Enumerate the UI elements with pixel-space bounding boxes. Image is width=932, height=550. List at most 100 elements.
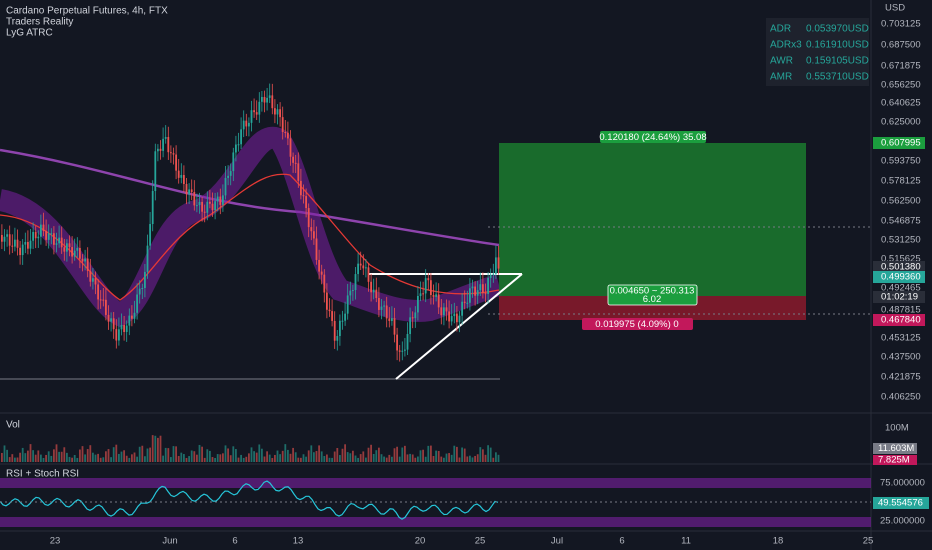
candle-body <box>47 233 50 240</box>
volume-bar <box>201 446 203 462</box>
triangle-bottom <box>395 273 523 380</box>
volume-bar <box>435 450 437 462</box>
time-label: 11 <box>681 536 691 547</box>
volume-bar <box>245 456 248 462</box>
volume-bar <box>60 451 63 462</box>
volume-bar <box>404 445 406 462</box>
volume-bar <box>227 448 229 462</box>
candle-body <box>359 263 362 266</box>
candle-body <box>68 243 71 248</box>
candle-body <box>339 320 341 336</box>
candle-body <box>271 95 274 109</box>
volume-bar <box>206 449 209 462</box>
volume-bar <box>469 455 471 462</box>
volume-bar <box>198 444 201 462</box>
candle-body <box>180 175 183 178</box>
volume-bar <box>349 453 352 462</box>
candle-body <box>6 234 8 237</box>
volume-bar <box>167 448 170 462</box>
candle-body <box>27 242 29 249</box>
candle-body <box>123 325 125 332</box>
candle-body <box>302 195 305 197</box>
volume-bar <box>196 454 198 462</box>
volume-bar <box>385 457 388 462</box>
volume-bar <box>240 454 242 462</box>
volume-bar <box>268 454 271 462</box>
candle-body <box>466 302 469 304</box>
volume-bar <box>128 457 131 462</box>
candle-body <box>227 175 229 178</box>
volume-bar <box>102 457 105 462</box>
info-value: 0.161910USD <box>806 40 869 51</box>
volume-bar <box>393 448 396 462</box>
candle-body <box>40 224 42 237</box>
candle-body <box>323 274 326 293</box>
volume-bar <box>50 455 53 462</box>
candle-body <box>331 311 333 321</box>
volume-bar <box>414 457 417 462</box>
volume-bar <box>164 447 167 462</box>
candle-body <box>313 231 315 239</box>
volume-bar <box>177 456 180 462</box>
volume-bar <box>162 455 164 462</box>
volume-bar <box>118 453 120 462</box>
candle-body <box>216 196 219 202</box>
volume-bar <box>81 446 84 462</box>
candle-body <box>107 314 110 322</box>
volume-bar <box>237 457 240 462</box>
candle-body <box>185 184 188 195</box>
candle-body <box>456 313 458 323</box>
candle-body <box>53 233 55 245</box>
volume-bar <box>53 449 55 462</box>
candle-body <box>162 138 164 151</box>
candle-body <box>115 329 118 341</box>
candle-body <box>102 299 105 301</box>
volume-bar <box>328 457 331 462</box>
candle-body <box>63 247 66 252</box>
volume-bar <box>55 444 58 462</box>
time-label: 20 <box>415 536 426 547</box>
volume-bar <box>45 454 47 462</box>
candle-body <box>469 288 471 303</box>
candle-body <box>37 236 40 239</box>
candle-body <box>175 154 177 171</box>
volume-bar <box>365 457 367 462</box>
candle-body <box>453 313 456 317</box>
volume-bar <box>323 455 326 462</box>
candle-body <box>398 350 401 352</box>
candle-body <box>276 109 279 115</box>
volume-bar <box>487 445 489 462</box>
volume-bar <box>424 456 427 462</box>
candle-body <box>461 301 463 316</box>
candle-body <box>445 307 448 312</box>
volume-bar <box>29 444 32 462</box>
volume-bar <box>495 452 497 462</box>
volume-bar <box>180 452 183 462</box>
candle-body <box>495 257 497 274</box>
volume-bar <box>63 447 66 462</box>
candle-body <box>151 191 154 225</box>
candle-body <box>406 334 409 350</box>
volume-bar <box>445 453 448 462</box>
info-value: 0.159105USD <box>806 56 869 67</box>
candle-body <box>419 293 422 296</box>
candle-body <box>8 234 11 246</box>
candle-body <box>341 320 344 322</box>
volume-bar <box>294 452 297 462</box>
rsi-value: 49.554576 <box>878 498 923 509</box>
atr-band <box>0 126 502 328</box>
header: Cardano Perpetual Futures, 4h, FTX Trade… <box>6 6 168 39</box>
volume-bar <box>224 445 227 462</box>
candle-body <box>430 280 432 296</box>
candle-body <box>448 311 450 322</box>
candle-body <box>105 299 107 315</box>
volume-bar <box>136 456 138 462</box>
candle-body <box>476 290 479 296</box>
volume-bar <box>175 446 177 462</box>
price-label: 0.687500 <box>881 40 921 51</box>
price-label: 0.671875 <box>881 61 921 72</box>
candle-body <box>378 297 380 310</box>
volume-bar <box>497 454 500 462</box>
candle-body <box>372 289 375 293</box>
